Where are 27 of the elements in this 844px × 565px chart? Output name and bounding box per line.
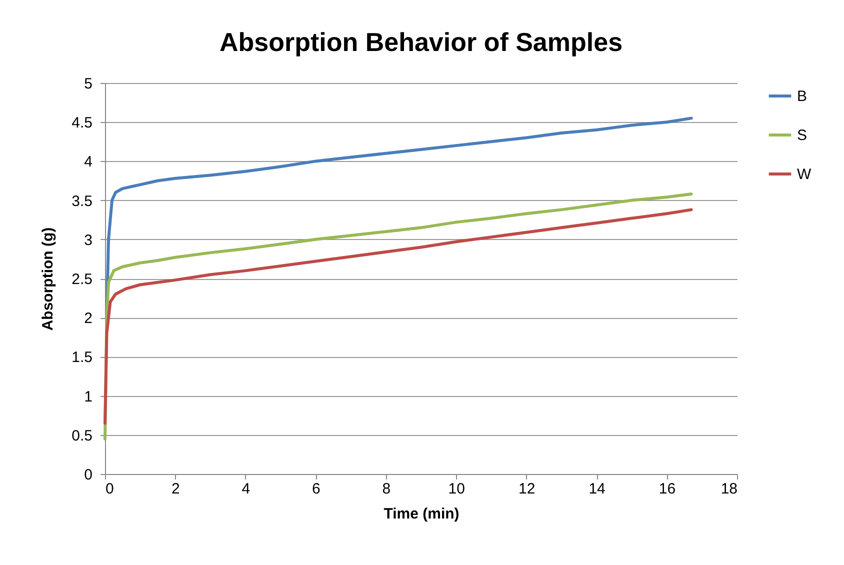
y-tick-label: 2 [84, 310, 92, 328]
y-tick-label: 4 [84, 154, 92, 171]
y-tick-label: 1.5 [72, 349, 92, 366]
x-tick-label: 18 [720, 480, 738, 498]
x-tick-label: 12 [518, 480, 536, 498]
y-tick-label: 0 [84, 466, 92, 484]
y-tick-label: 1 [84, 388, 92, 406]
y-tick-label: 3.5 [72, 192, 92, 210]
y-tick-label: 5 [84, 76, 92, 92]
x-tick-label: 16 [658, 480, 676, 498]
legend-label: S [797, 127, 808, 144]
y-tick-label: 4.5 [72, 114, 92, 132]
chart-title: Absorption Behavior of Samples [219, 27, 623, 57]
y-tick-label: 3 [84, 232, 92, 249]
x-tick-label: 4 [242, 480, 250, 498]
y-tick-label: 0.5 [72, 427, 92, 444]
x-axis-title: Time (min) [384, 506, 460, 522]
y-tick-label: 2.5 [72, 271, 92, 288]
x-tick-label: 8 [382, 480, 391, 498]
x-tick-label: 6 [312, 480, 320, 498]
x-tick-label: 0 [106, 480, 114, 498]
x-tick-label: 10 [448, 480, 465, 498]
y-axis-title: Absorption (g) [40, 227, 57, 331]
x-tick-label: 14 [588, 480, 606, 498]
legend-label: W [797, 166, 812, 183]
x-tick-label: 2 [172, 480, 180, 498]
legend-label: B [797, 88, 808, 105]
